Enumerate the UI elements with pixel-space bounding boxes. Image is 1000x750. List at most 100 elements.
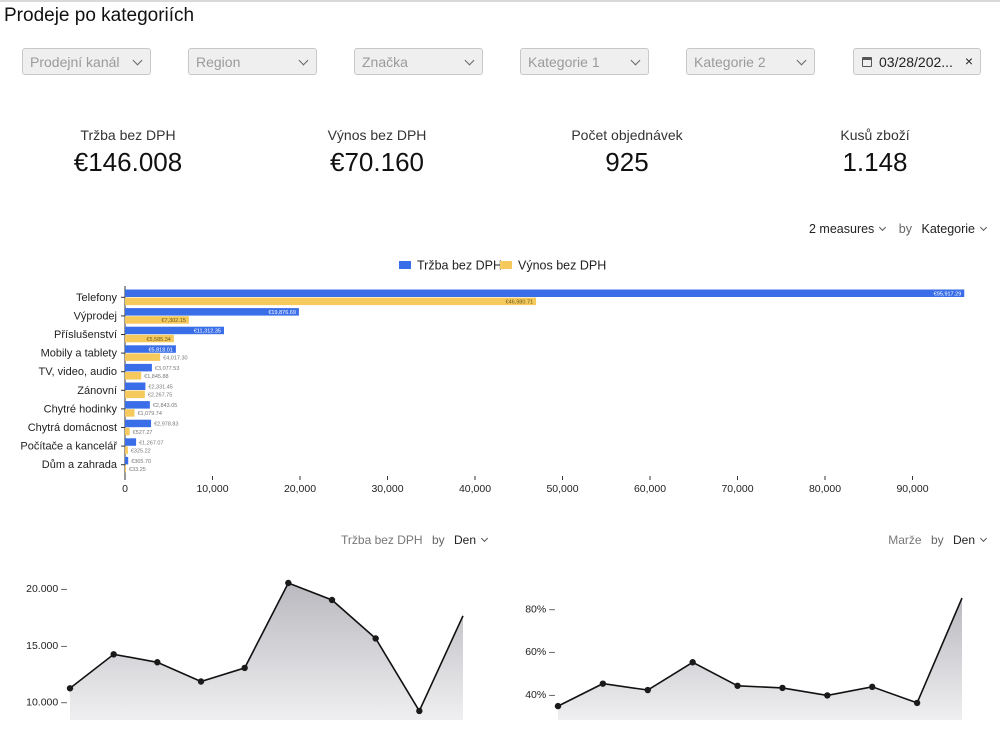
- bar-revenue: [125, 401, 150, 409]
- kpi-orders: Počet objednávek 925: [527, 127, 727, 178]
- bar-profit: [125, 334, 174, 343]
- clear-date-icon[interactable]: ×: [964, 53, 973, 69]
- by-label: by: [898, 222, 912, 236]
- left-dimension-dropdown[interactable]: Den: [453, 533, 489, 547]
- bar-revenue: [125, 345, 176, 353]
- y-tick-label: 20.000 –: [26, 583, 67, 595]
- bar-profit: [125, 390, 145, 399]
- category-bar-chart: Tržba bez DPH Výnos bez DPH Telefony €95,91…: [20, 259, 965, 495]
- filter-brand[interactable]: Značka: [354, 48, 483, 75]
- data-label-revenue: €3,077.53: [155, 366, 179, 372]
- measures-dropdown[interactable]: 2 measures: [809, 222, 887, 236]
- data-point: [416, 707, 423, 715]
- bar-revenue: [125, 382, 146, 390]
- category-label: Příslušenství: [54, 329, 117, 341]
- date-range-filter[interactable]: 03/28/202... ×: [853, 48, 981, 75]
- data-point: [599, 680, 607, 687]
- data-label-revenue: €365.70: [131, 459, 151, 465]
- legend-swatch-profit: [500, 261, 512, 269]
- data-label-profit: €46,980.71: [506, 300, 534, 306]
- data-label-profit: €527.27: [133, 430, 153, 436]
- chevron-down-icon: [979, 534, 988, 543]
- right-measure-label: Marže: [888, 533, 922, 547]
- category-label: Zánovní: [77, 385, 117, 397]
- data-point: [869, 683, 876, 691]
- data-point: [110, 651, 117, 658]
- filter-region[interactable]: Region: [188, 48, 317, 75]
- data-point: [66, 685, 74, 692]
- category-label: Počítače a kancelář: [20, 441, 117, 453]
- area-fill: [70, 583, 463, 720]
- data-label-profit: €1,845.88: [144, 374, 168, 380]
- x-tick-label: 10,000: [196, 483, 228, 495]
- by-label: by: [431, 533, 445, 547]
- data-label-revenue: €11,312.35: [194, 329, 221, 335]
- left-measure-dropdown[interactable]: Tržba bez DPH: [341, 533, 423, 547]
- data-point: [241, 664, 248, 672]
- right-dimension-dropdown[interactable]: Den: [952, 533, 988, 547]
- filter-sales-channel[interactable]: Prodejní kanál: [22, 48, 151, 75]
- date-range-value: 03/28/202...: [879, 54, 953, 70]
- chevron-down-icon: [630, 55, 641, 66]
- kpi-value: €70.160: [330, 147, 424, 177]
- category-label: Chytrá domácnost: [28, 422, 117, 434]
- data-label-revenue: €19,876.69: [268, 310, 296, 316]
- revenue-by-day-chart: 10.000 – 15.000 – 20.000 –: [26, 579, 464, 720]
- kpi-label: Počet objednávek: [571, 127, 683, 143]
- kpi-label: Kusů zboží: [840, 127, 910, 143]
- chevron-down-icon: [298, 55, 309, 66]
- y-tick-label: 60% –: [525, 646, 555, 658]
- data-point: [824, 692, 831, 699]
- by-label: by: [930, 533, 944, 547]
- data-label-profit: €5,585.34: [146, 337, 170, 343]
- x-tick-label: 90,000: [896, 483, 928, 495]
- y-tick-label: 40% –: [525, 689, 555, 701]
- left-chart-header: Tržba bez DPH by Den: [341, 533, 489, 547]
- bar-profit: [125, 446, 128, 454]
- bar-profit: [125, 316, 189, 324]
- data-label-profit: €325.22: [131, 448, 151, 454]
- filter-category-1[interactable]: Kategorie 1: [520, 48, 649, 75]
- x-tick-label: 50,000: [546, 483, 578, 495]
- data-label-revenue: €2,843.05: [153, 403, 177, 409]
- data-point: [913, 699, 921, 707]
- data-point: [734, 682, 741, 689]
- page-title: Prodeje po kategoriích: [4, 5, 195, 26]
- bar-profit: [125, 353, 161, 361]
- data-point: [554, 702, 562, 710]
- right-dimension-label: Den: [952, 533, 975, 547]
- kpi-profit: Výnos bez DPH €70.160: [277, 127, 477, 178]
- kpi-items: Kusů zboží 1.148: [775, 127, 975, 178]
- data-label-revenue: €2,331.45: [148, 385, 172, 391]
- y-tick-label: 10.000 –: [26, 696, 67, 708]
- x-tick-label: 20,000: [284, 483, 316, 495]
- data-label-profit: €7,302.15: [161, 318, 185, 324]
- bar-profit: [125, 427, 130, 436]
- bar-revenue: [125, 308, 299, 316]
- chevron-down-icon: [132, 55, 143, 66]
- data-label-profit: €33.25: [129, 467, 146, 473]
- data-point: [644, 686, 651, 694]
- right-measure-dropdown[interactable]: Marže: [888, 533, 921, 547]
- data-point: [372, 635, 379, 642]
- measure-selector: 2 measures by Kategorie: [809, 222, 988, 236]
- category-label: TV, video, audio: [39, 366, 117, 378]
- kpi-value: 1.148: [842, 147, 908, 177]
- kpi-revenue: Tržba bez DPH €146.008: [28, 127, 228, 178]
- data-label-revenue: €1,267.07: [139, 440, 163, 446]
- category-label: Mobily a tablety: [41, 348, 118, 360]
- filter-label: Kategorie 1: [528, 54, 600, 70]
- bar-revenue: [125, 363, 152, 372]
- chevron-down-icon: [979, 223, 988, 232]
- bar-profit: [125, 465, 126, 473]
- filter-category-2[interactable]: Kategorie 2: [686, 48, 815, 75]
- bar-revenue: [125, 438, 137, 446]
- y-tick-label: 80% –: [525, 603, 555, 615]
- x-tick-label: 0: [122, 483, 128, 495]
- data-label-profit: €4,017.30: [163, 355, 187, 361]
- category-label: Telefony: [76, 292, 117, 304]
- filter-label: Kategorie 2: [694, 54, 766, 70]
- filter-label: Značka: [362, 54, 408, 70]
- dimension-dropdown[interactable]: Kategorie: [921, 222, 988, 236]
- left-dimension-label: Den: [453, 533, 476, 547]
